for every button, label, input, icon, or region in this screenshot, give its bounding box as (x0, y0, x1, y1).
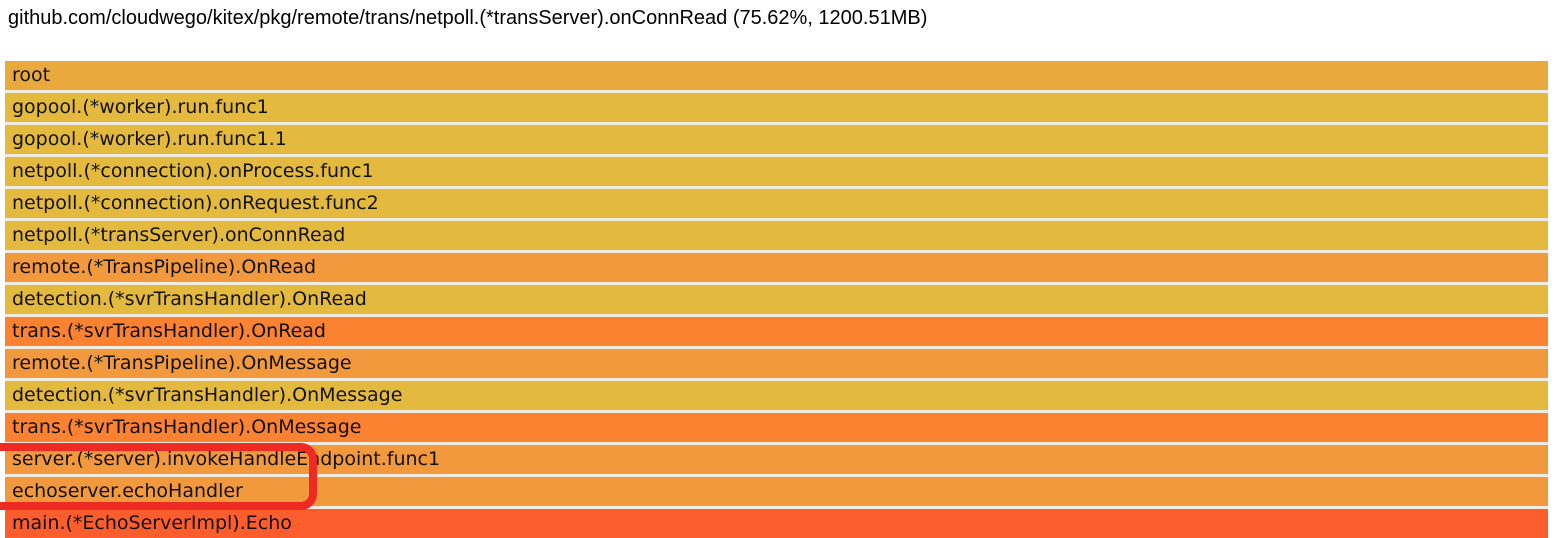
flame-rows: root gopool.(*worker).run.func1 gopool.(*w… (5, 61, 1548, 538)
flame-frame[interactable]: trans.(*svrTransHandler).OnRead (5, 317, 1548, 346)
flame-frame[interactable]: netpoll.(*transServer).onConnRead (5, 221, 1548, 250)
flame-frame[interactable]: echoserver.echoHandler (5, 477, 1548, 506)
flame-frame[interactable]: gopool.(*worker).run.func1 (5, 93, 1548, 122)
flame-frame[interactable]: server.(*server).invokeHandleEndpoint.fu… (5, 445, 1548, 474)
flame-frame[interactable]: netpoll.(*connection).onProcess.func1 (5, 157, 1548, 186)
flame-frame[interactable]: remote.(*TransPipeline).OnMessage (5, 349, 1548, 378)
flame-frame[interactable]: detection.(*svrTransHandler).OnMessage (5, 381, 1548, 410)
flame-frame[interactable]: main.(*EchoServerImpl).Echo (5, 509, 1548, 538)
flame-frame[interactable]: netpoll.(*connection).onRequest.func2 (5, 189, 1548, 218)
flamegraph-status-title: github.com/cloudwego/kitex/pkg/remote/tr… (8, 7, 928, 29)
flame-frame[interactable]: detection.(*svrTransHandler).OnRead (5, 285, 1548, 314)
flame-frame[interactable]: remote.(*TransPipeline).OnRead (5, 253, 1548, 282)
flame-frame[interactable]: root (5, 61, 1548, 90)
flame-frame[interactable]: trans.(*svrTransHandler).OnMessage (5, 413, 1548, 442)
flame-frame[interactable]: gopool.(*worker).run.func1.1 (5, 125, 1548, 154)
